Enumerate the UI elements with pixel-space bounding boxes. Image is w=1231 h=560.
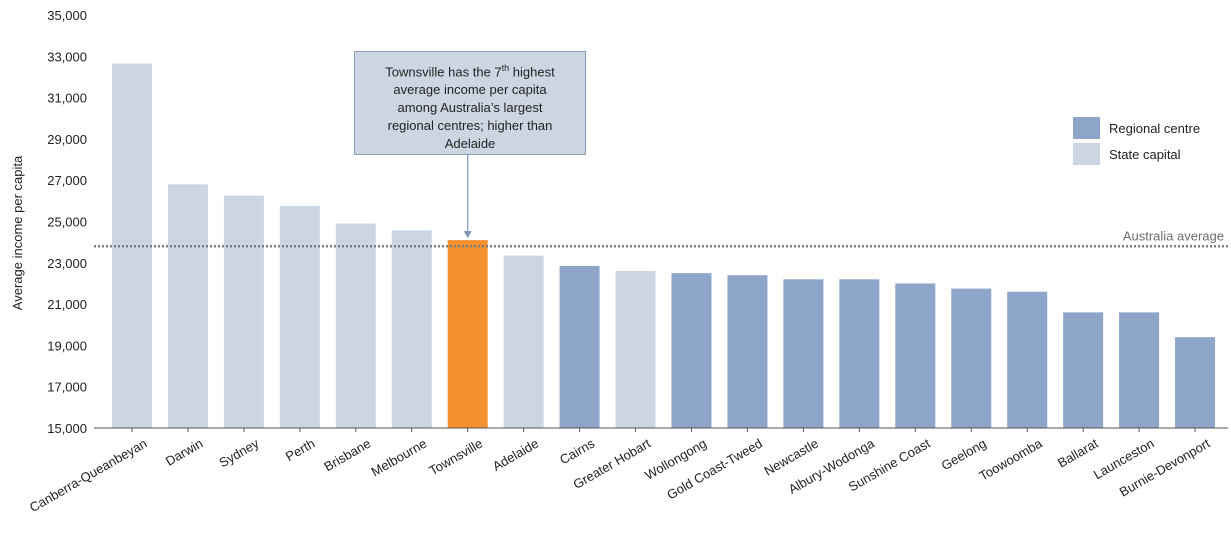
bar-ballarat xyxy=(1063,312,1104,428)
y-tick-label: 29,000 xyxy=(47,132,87,147)
x-tick-label: Cairns xyxy=(557,435,597,467)
callout-arrowhead xyxy=(463,231,472,239)
y-tick-label: 19,000 xyxy=(47,338,87,353)
bar-perth xyxy=(279,206,320,428)
bar-wollongong xyxy=(671,273,712,428)
bar-brisbane xyxy=(335,223,376,428)
bar-sydney xyxy=(223,195,264,428)
x-tick-label: Townsville xyxy=(426,436,485,479)
callout-line-3: among Australia’s largest xyxy=(397,100,543,116)
callout-line-1: Townsville has the 7th highest xyxy=(385,63,555,80)
x-axis: Canberra-Queanbeyan Darwin Sydney Perth Bris… xyxy=(27,428,1213,515)
x-tick-label: Melbourne xyxy=(369,436,430,480)
x-tick-label: Adelaide xyxy=(490,436,541,474)
y-tick-label: 17,000 xyxy=(47,380,87,395)
legend-swatch-state-capital xyxy=(1073,143,1100,165)
y-tick-label: 31,000 xyxy=(47,91,87,106)
bar-melbourne xyxy=(391,230,432,428)
callout-line-4: regional centres; higher than xyxy=(387,118,553,134)
legend-swatch-regional-centre xyxy=(1073,117,1100,139)
bar-gold-coast-tweed xyxy=(727,275,768,428)
y-tick-label: 33,000 xyxy=(47,49,87,64)
townsville-callout: Townsville has the 7th highest average i… xyxy=(354,51,586,155)
legend-label-state-capital: State capital xyxy=(1109,147,1181,162)
y-tick-label: 25,000 xyxy=(47,215,87,230)
legend-label-regional-centre: Regional centre xyxy=(1109,121,1200,136)
y-tick-label: 35,000 xyxy=(47,8,87,23)
bar-newcastle xyxy=(783,279,824,428)
bar-adelaide xyxy=(503,255,544,428)
y-tick-label: 23,000 xyxy=(47,256,87,271)
x-tick-label: Brisbane xyxy=(321,436,373,475)
bar-cairns xyxy=(559,265,600,428)
y-axis-label: Average income per capita xyxy=(10,155,25,310)
callout-line-5: Adelaide xyxy=(444,136,496,152)
y-tick-label: 21,000 xyxy=(47,297,87,312)
bar-sunshine-coast xyxy=(895,283,936,428)
legend: Regional centre State capital xyxy=(1073,117,1200,165)
y-axis: 15,000 17,000 19,000 21,000 23,000 25,000 27,0… xyxy=(47,8,87,436)
x-tick-label: Canberra-Queanbeyan xyxy=(27,436,150,515)
x-tick-label: Perth xyxy=(283,436,317,465)
bar-launceston xyxy=(1119,312,1160,428)
y-tick-label: 27,000 xyxy=(47,173,87,188)
bar-burnie-devonport xyxy=(1175,337,1216,428)
callout-line-2: average income per capita xyxy=(393,82,547,98)
x-tick-label: Darwin xyxy=(163,436,206,469)
bar-toowoomba xyxy=(1007,291,1048,428)
x-tick-label: Sydney xyxy=(216,435,261,470)
x-tick-label: Toowoomba xyxy=(976,435,1045,483)
x-tick-label: Ballarat xyxy=(1055,435,1101,470)
bars xyxy=(112,63,1216,429)
australia-average-label: Australia average xyxy=(1123,228,1224,243)
y-tick-label: 15,000 xyxy=(47,421,87,436)
bar-albury-wodonga xyxy=(839,279,880,428)
x-tick-label: Gold Coast-Tweed xyxy=(664,436,765,503)
bar-darwin xyxy=(167,184,208,428)
bar-greater-hobart xyxy=(615,271,656,428)
bar-geelong xyxy=(951,288,992,428)
bar-townsville xyxy=(447,240,488,428)
